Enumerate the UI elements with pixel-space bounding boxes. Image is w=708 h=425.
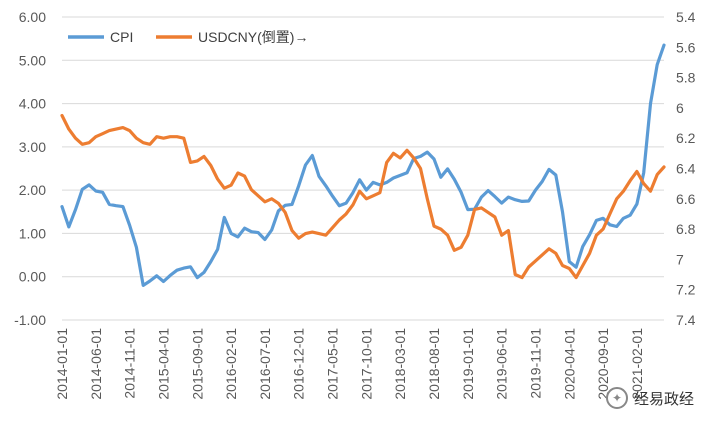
watermark-text: 经易政经 <box>633 389 694 408</box>
x-tick-label: 2017-05-01 <box>325 328 341 400</box>
y-right-tick-label: 6.8 <box>676 221 696 237</box>
x-tick-label: 2019-01-01 <box>460 328 476 400</box>
legend-label-usdcny: USDCNY(倒置)→ <box>198 29 308 45</box>
x-tick-label: 2014-01-01 <box>54 328 70 400</box>
x-tick-label: 2014-11-01 <box>122 328 138 399</box>
x-tick-label: 2016-07-01 <box>257 328 273 400</box>
watermark: ✦ 经易政经 <box>605 387 694 409</box>
x-tick-label: 2016-12-01 <box>291 328 307 400</box>
x-tick-label: 2014-06-01 <box>88 328 104 400</box>
watermark-logo-icon: ✦ <box>605 387 628 409</box>
x-axis-ticks: 2014-01-01 2014-06-01 2014-11-01 2015-04-01… <box>54 328 645 400</box>
series-line-cpi <box>60 43 666 287</box>
x-tick-label: 2019-06-01 <box>494 328 510 400</box>
y-right-tick-label: 6.4 <box>676 161 696 177</box>
x-tick-label: 2018-03-01 <box>392 328 408 400</box>
y-right-tick-label: 6 <box>676 100 684 116</box>
y-right-tick-label: 6.2 <box>676 130 696 146</box>
x-tick-label: 2018-08-01 <box>426 328 442 400</box>
y-right-tick-label: 5.4 <box>676 9 696 25</box>
gridlines <box>62 16 664 321</box>
x-tick-label: 2016-02-01 <box>223 328 239 400</box>
right-axis-ticks: 5.4 5.6 5.8 6 6.2 6.4 6.6 6.8 7 7.2 7.4 <box>676 9 696 328</box>
x-tick-label: 2015-09-01 <box>189 328 205 400</box>
y-right-tick-label: 6.6 <box>676 191 696 207</box>
x-tick-label: 2015-04-01 <box>155 328 171 400</box>
y-right-tick-label: 5.6 <box>676 39 696 55</box>
y-left-tick-label: 3.00 <box>19 139 46 155</box>
y-right-tick-label: 7 <box>676 251 684 267</box>
left-axis-ticks: 6.00 5.00 4.00 3.00 2.00 1.00 0.00 -1.00 <box>14 9 46 328</box>
y-right-tick-label: 7.2 <box>676 282 696 298</box>
y-left-tick-label: 0.00 <box>19 269 46 285</box>
y-right-tick-label: 7.4 <box>676 312 696 328</box>
y-left-tick-label: 1.00 <box>19 225 46 241</box>
y-left-tick-label: 5.00 <box>19 52 46 68</box>
x-tick-label: 2020-04-01 <box>561 328 577 400</box>
series-line-usdcny <box>60 113 666 280</box>
x-tick-label: 2017-10-01 <box>358 328 374 400</box>
x-tick-label: 2020-09-01 <box>595 328 611 400</box>
y-right-tick-label: 5.8 <box>676 70 696 86</box>
y-left-tick-label: 2.00 <box>19 182 46 198</box>
series-lines <box>60 43 666 287</box>
legend-label-cpi: CPI <box>110 29 133 45</box>
x-tick-label: 2021-02-01 <box>629 328 645 400</box>
y-left-tick-label: 4.00 <box>19 96 46 112</box>
y-left-tick-label: 6.00 <box>19 9 46 25</box>
x-tick-label: 2019-11-01 <box>527 328 543 399</box>
legend: CPI USDCNY(倒置)→ <box>68 29 308 45</box>
y-left-tick-label: -1.00 <box>14 312 46 328</box>
